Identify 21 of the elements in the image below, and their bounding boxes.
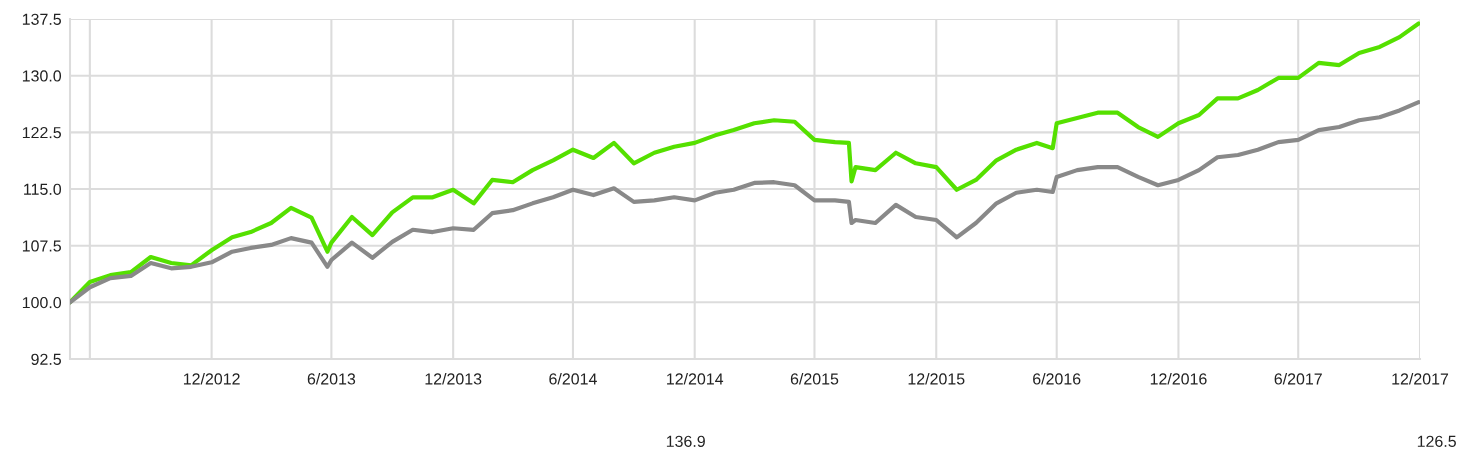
- x-tick-label: 6/2016: [1033, 372, 1081, 385]
- text: 126.5: [1417, 435, 1456, 447]
- y-tick-label: 107.5: [22, 240, 61, 252]
- x-tick-label: 6/2014: [549, 372, 597, 385]
- x-tick-label: 12/2014: [667, 372, 724, 385]
- x-tick-label: 6/2017: [1274, 372, 1322, 385]
- y-tick-label: 137.5: [22, 13, 61, 25]
- x-tick-label: 12/2015: [908, 372, 965, 385]
- y-tick-label: 130.0: [22, 70, 62, 82]
- line-series: [70, 100, 1420, 305]
- text: 136.9: [666, 435, 705, 447]
- x-tick-label: 6/2015: [790, 372, 839, 385]
- y-tick-label: 92.5: [31, 353, 61, 365]
- x-tick-label: 12/2016: [1150, 372, 1207, 385]
- x-tick-label: 12/2013: [425, 372, 482, 385]
- x-tick-label: 6/2013: [307, 372, 356, 385]
- x-tick-label: 12/2017: [1392, 372, 1449, 385]
- y-tick-label: 122.5: [22, 126, 61, 139]
- x-tick-label: 12/2012: [183, 372, 240, 385]
- y-tick-label: 100.0: [22, 296, 62, 309]
- y-tick-label: 115.0: [24, 183, 62, 195]
